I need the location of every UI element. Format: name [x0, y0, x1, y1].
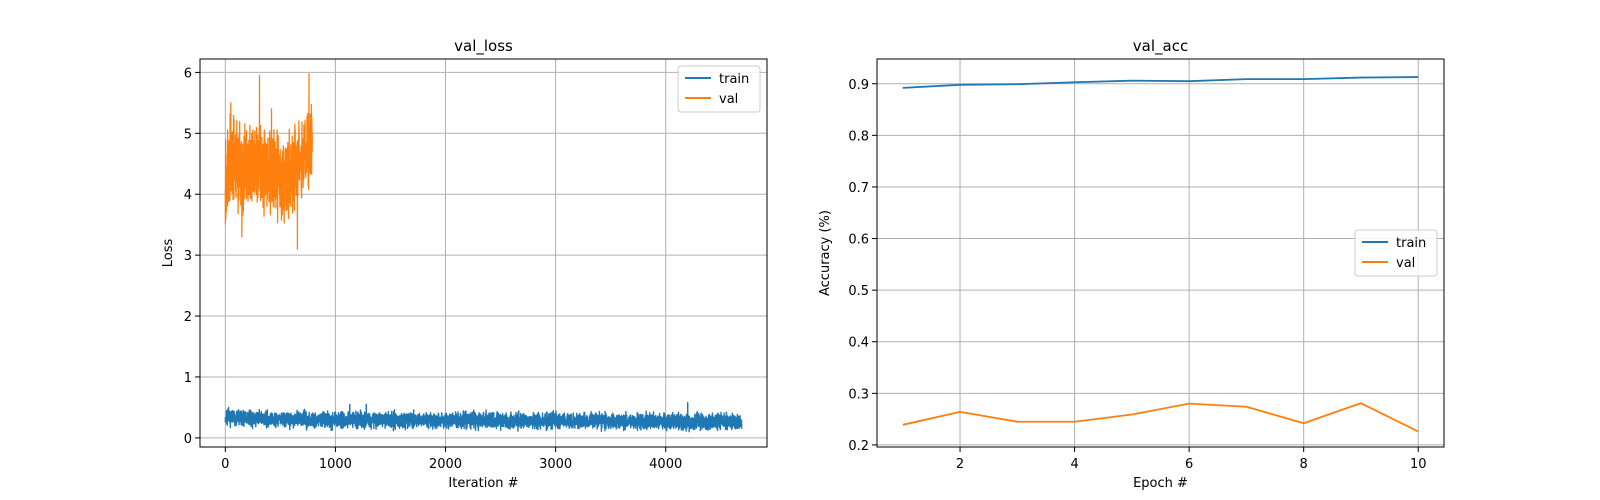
legend-label-val: val	[719, 92, 738, 107]
x-tick-label: 2000	[429, 457, 462, 472]
x-tick-label: 0	[221, 457, 229, 472]
legend: train val	[677, 65, 761, 113]
legend-label-val: val	[1396, 256, 1415, 271]
series-line-val	[224, 72, 313, 250]
legend-label-train: train	[1396, 236, 1426, 251]
series-line-val	[902, 402, 1419, 433]
x-tick-label: 6	[1185, 457, 1193, 472]
x-tick-label: 10	[1410, 457, 1427, 472]
x-axis-label: Epoch #	[1133, 476, 1188, 491]
y-tick-label: 0.8	[848, 129, 869, 144]
y-tick-label: 0.4	[848, 336, 869, 351]
y-tick-label: 0.7	[848, 181, 869, 196]
y-tick-label: 6	[184, 66, 192, 81]
y-tick-label: 5	[184, 127, 192, 142]
y-tick-label: 0.2	[848, 439, 869, 454]
x-axis-label: Iteration #	[448, 476, 518, 491]
x-tick-label: 8	[1300, 457, 1308, 472]
accuracy-chart: 2 4 6 8 10 0.2 0.3 0.4 0.5 0.6 0.7 0.8 0.9 val_acc Epo…	[818, 37, 1445, 491]
y-tick-label: 1	[184, 371, 192, 386]
axes-frame	[199, 58, 768, 448]
x-tick-label: 1000	[319, 457, 352, 472]
series-line-train	[902, 76, 1419, 89]
y-tick-label: 3	[184, 249, 192, 264]
y-tick-label: 0.6	[848, 233, 869, 248]
y-tick-label: 4	[184, 188, 192, 203]
y-tick-label: 0.5	[848, 284, 869, 299]
x-tick-label: 2	[956, 457, 964, 472]
axes-frame	[876, 58, 1445, 448]
legend: train val	[1354, 229, 1438, 277]
y-tick-label: 0.9	[848, 78, 869, 93]
y-tick-label: 2	[184, 310, 192, 325]
y-tick-label: 0	[184, 432, 192, 447]
legend-label-train: train	[719, 72, 749, 87]
series-group	[224, 72, 743, 433]
x-tick-label: 4	[1070, 457, 1078, 472]
x-tick-label: 3000	[539, 457, 572, 472]
y-axis-label: Accuracy (%)	[818, 210, 833, 296]
loss-chart: 0 1000 2000 3000 4000 0 1 2 3 4 5 6 val_loss Iteratio…	[161, 37, 768, 491]
y-axis-label: Loss	[161, 239, 176, 268]
series-line-train	[224, 401, 743, 433]
chart-title: val_loss	[454, 37, 513, 56]
chart-title: val_acc	[1133, 37, 1188, 56]
series-group	[902, 76, 1419, 433]
x-tick-label: 4000	[649, 457, 682, 472]
y-tick-label: 0.3	[848, 387, 869, 402]
